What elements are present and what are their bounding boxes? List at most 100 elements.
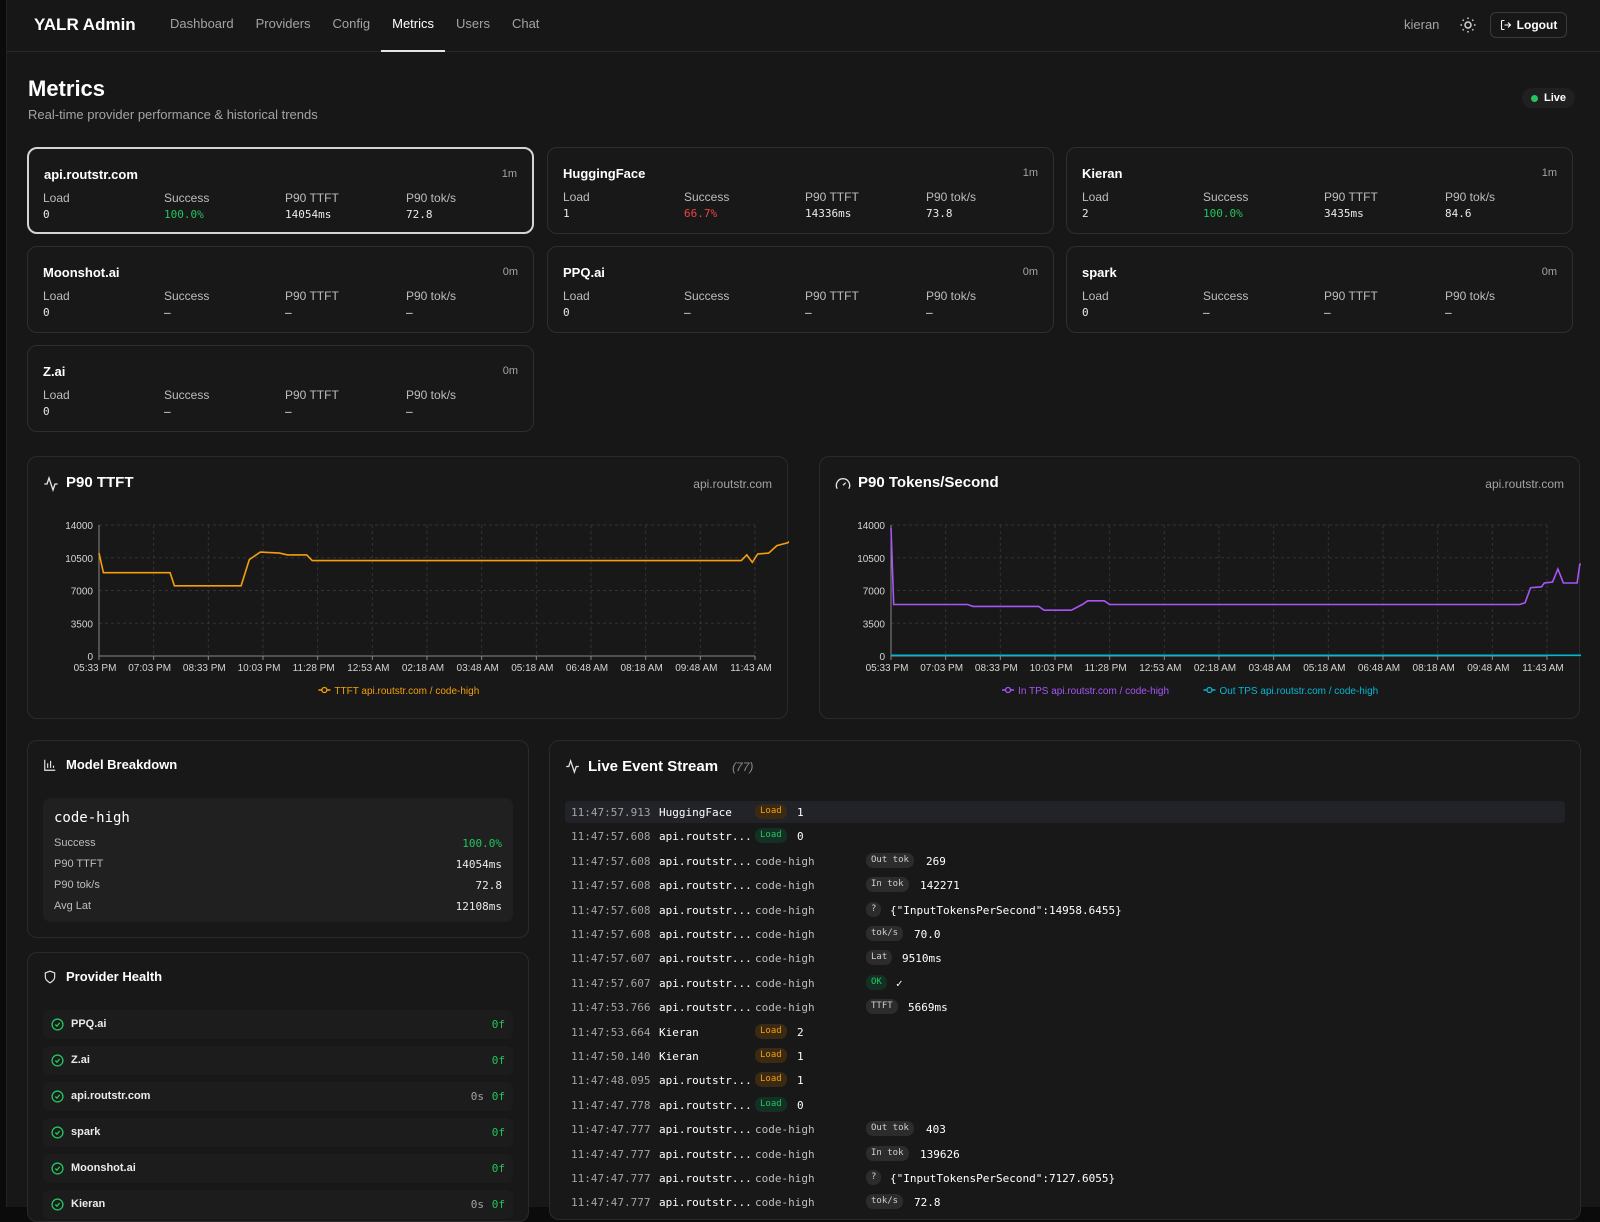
event-tag: Load [755, 804, 787, 819]
health-row[interactable]: Z.ai 0f [43, 1046, 513, 1075]
stat-load: Load 1 [563, 190, 590, 220]
event-row[interactable]: 11:47:57.607 api.routstr... code-high Lat 95… [565, 947, 1565, 969]
provider-card-spark[interactable]: spark 0m Load 0 Success – P90 TTFT – P90 tok/s – [1066, 246, 1573, 333]
x-tick-label: 08:33 PM [183, 663, 226, 674]
event-model: code-high [755, 1001, 815, 1015]
event-row[interactable]: 11:47:47.777 api.routstr... code-high Out t… [565, 1118, 1565, 1140]
provider-health-header: Provider Health [43, 969, 162, 984]
stat-value: 14336ms [805, 207, 852, 220]
nav-item-metrics[interactable]: Metrics [381, 0, 445, 52]
stat-value: – [406, 306, 413, 319]
event-tag: OK [866, 974, 887, 990]
check-circle-icon [51, 1090, 64, 1103]
legend-label: Out TPS api.routstr.com / code-high [1219, 686, 1378, 697]
event-model: code-high [755, 1196, 815, 1210]
event-tag: Lat [866, 950, 893, 966]
event-value: 1 [797, 1074, 804, 1088]
event-tag: Out tok [866, 852, 914, 868]
x-tick-label: 06:48 AM [566, 663, 608, 674]
event-provider: api.routstr... [659, 1001, 752, 1015]
activity-icon [44, 476, 58, 492]
event-provider: api.routstr... [659, 1123, 752, 1137]
x-tick-label: 02:18 AM [1194, 663, 1236, 674]
x-tick-label: 11:28 PM [1085, 663, 1127, 674]
provider-card-z-ai[interactable]: Z.ai 0m Load 0 Success – P90 TTFT – P90 tok/s – [27, 345, 534, 432]
event-row[interactable]: 11:47:57.607 api.routstr... code-high OK ✓ [565, 972, 1565, 994]
provider-card-api-routstr-com[interactable]: api.routstr.com 1m Load 0 Success 100.0% P90 T… [27, 147, 534, 234]
sun-icon[interactable] [1459, 16, 1477, 34]
model-card: code-high Success 100.0% P90 TTFT 14054ms P9… [43, 798, 513, 922]
event-row[interactable]: 11:47:57.608 api.routstr... code-high In to… [565, 874, 1565, 896]
provider-card-ppq-ai[interactable]: PPQ.ai 0m Load 0 Success – P90 TTFT – P90 tok/s – [547, 246, 1054, 333]
event-row[interactable]: 11:47:47.777 api.routstr... code-high In to… [565, 1143, 1565, 1165]
logout-label: Logout [1516, 18, 1558, 32]
breakdown-row: Success 100.0% [54, 837, 502, 850]
event-time: 11:47:48.095 [571, 1074, 651, 1088]
event-row[interactable]: 11:47:47.777 api.routstr... code-high tok/s… [565, 1191, 1565, 1213]
stat-load: Load 2 [1082, 190, 1109, 220]
legend-marker [321, 686, 328, 694]
x-tick-label: 07:03 PM [920, 663, 963, 674]
provider-card-moonshot-ai[interactable]: Moonshot.ai 0m Load 0 Success – P90 TTFT – P90 t… [27, 246, 534, 333]
provider-name: PPQ.ai [563, 265, 605, 280]
x-tick-label: 11:28 PM [293, 663, 335, 674]
username-label: kieran [1404, 17, 1440, 32]
stat-ttft: P90 TTFT – [285, 388, 339, 418]
health-row[interactable]: PPQ.ai 0f [43, 1010, 513, 1039]
stat-value: – [164, 306, 171, 319]
event-tag: Load [755, 828, 787, 844]
stat-value: 2 [1082, 207, 1089, 220]
provider-card-huggingface[interactable]: HuggingFace 1m Load 1 Success 66.7% P90 TTFT 14… [547, 147, 1054, 234]
event-row[interactable]: 11:47:47.778 api.routstr... Load 0 [565, 1094, 1565, 1116]
stat-label: P90 TTFT [805, 289, 859, 303]
breakdown-row: P90 tok/s 72.8 [54, 879, 502, 892]
nav-item-providers[interactable]: Providers [255, 16, 311, 31]
event-row[interactable]: 11:47:50.140 Kieran Load 1 [565, 1045, 1565, 1067]
nav-item-chat[interactable]: Chat [511, 16, 540, 31]
health-provider-name: Moonshot.ai [71, 1162, 136, 1174]
event-value: 403 [926, 1123, 946, 1137]
nav-item-dashboard[interactable]: Dashboard [170, 16, 234, 31]
stat-success: Success – [164, 289, 209, 319]
event-row[interactable]: 11:47:53.664 Kieran Load 2 [565, 1021, 1565, 1043]
event-row[interactable]: 11:47:53.766 api.routstr... code-high TTFT 5… [565, 996, 1565, 1018]
event-row[interactable]: 11:47:47.777 api.routstr... code-high? {"In… [565, 1167, 1565, 1189]
health-row[interactable]: Kieran 0s 0f [43, 1190, 513, 1219]
health-row[interactable]: spark 0f [43, 1118, 513, 1147]
app-title[interactable]: YALR Admin [34, 15, 136, 34]
x-tick-label: 09:48 AM [675, 663, 717, 674]
x-tick-label: 07:03 PM [128, 663, 171, 674]
nav-item-users[interactable]: Users [456, 16, 490, 31]
check-circle-icon [51, 1162, 64, 1175]
provider-age: 0m [502, 266, 518, 278]
event-model: code-high [755, 854, 815, 868]
event-row[interactable]: 11:47:48.095 api.routstr... Load 1 [565, 1069, 1565, 1091]
check-circle-icon [51, 1054, 64, 1067]
event-provider: api.routstr... [659, 903, 752, 917]
stat-label: P90 tok/s [1445, 289, 1496, 303]
event-row[interactable]: 11:47:57.608 api.routstr... code-high Out t… [565, 850, 1565, 872]
event-row[interactable]: 11:47:57.608 api.routstr... Load 0 [565, 825, 1565, 847]
event-time: 11:47:57.608 [571, 903, 651, 917]
event-row[interactable]: 11:47:57.608 api.routstr... code-high tok/s… [565, 923, 1565, 945]
x-tick-label: 11:43 AM [730, 663, 772, 674]
event-model: code-high [755, 1123, 815, 1137]
app-window: YALR Admin Dashboard Providers Config Metri… [6, 0, 1600, 1222]
stat-label: P90 tok/s [406, 289, 457, 303]
live-stream-header: Live Event Stream (77) [565, 758, 753, 775]
provider-name: Z.ai [43, 364, 66, 379]
stat-value: – [164, 405, 171, 418]
health-row[interactable]: api.routstr.com 0s 0f [43, 1082, 513, 1111]
health-row[interactable]: Moonshot.ai 0f [43, 1154, 513, 1183]
live-stream-title: Live Event Stream [588, 758, 719, 775]
logout-button[interactable]: Logout [1490, 12, 1567, 38]
event-row[interactable]: 11:47:57.913 HuggingFace Load 1 [565, 801, 1565, 823]
event-model: code-high [755, 976, 815, 990]
provider-card-kieran[interactable]: Kieran 1m Load 2 Success 100.0% P90 TTFT 3435ms… [1066, 147, 1573, 234]
nav-item-config[interactable]: Config [332, 16, 371, 31]
event-time: 11:47:53.766 [571, 1001, 651, 1015]
x-tick-label: 10:03 PM [1030, 663, 1073, 674]
event-provider: api.routstr... [659, 1172, 752, 1185]
event-row[interactable]: 11:47:57.608 api.routstr... code-high? {"In… [565, 899, 1565, 921]
health-provider-name: spark [71, 1126, 101, 1138]
